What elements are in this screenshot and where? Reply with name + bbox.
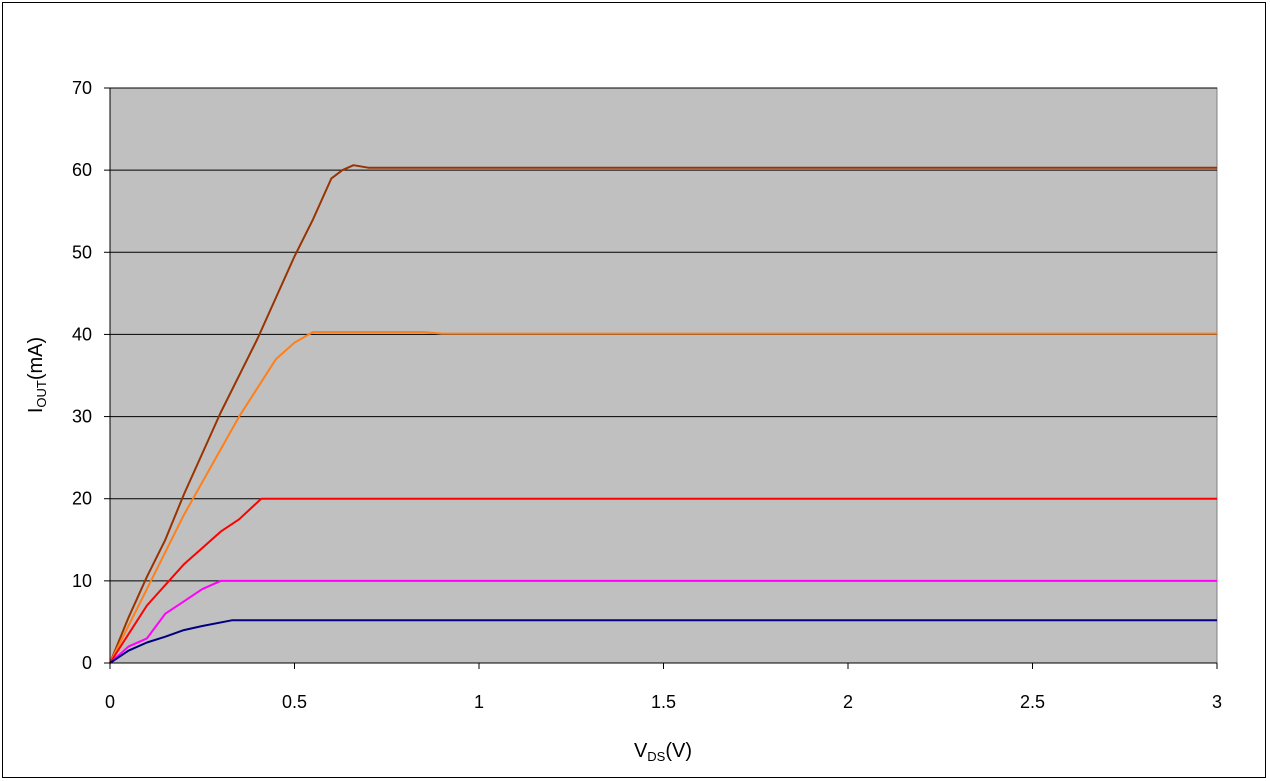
plot-area: [109, 87, 1218, 664]
x-axis-title-main: V: [634, 740, 648, 762]
y-axis-title: IOUT(mA): [25, 337, 49, 413]
y-axis-title-sub: OUT: [34, 380, 49, 408]
y-axis-title-main: I: [25, 408, 47, 414]
series-line-3: [109, 497, 1217, 664]
y-tick-label: 40: [72, 324, 92, 344]
x-tick-label: 2: [843, 692, 853, 712]
x-tick-label: 1.5: [651, 692, 676, 712]
x-tick-labels: 0 0.5 1 1.5 2 2.5 3: [105, 692, 1222, 712]
y-tick-labels: 0 10 20 30 40 50 60 70: [72, 78, 92, 673]
y-tick-label: 10: [72, 571, 92, 591]
x-axis-title-unit: (V): [665, 740, 692, 762]
x-tick-label: 1: [474, 692, 484, 712]
x-tick-label: 2.5: [1020, 692, 1045, 712]
axes: [104, 87, 1218, 669]
series-line-4: [109, 579, 1217, 664]
series-line-1: [109, 164, 1217, 664]
y-axis-title-unit: (mA): [25, 337, 47, 380]
x-tick-label: 3: [1212, 692, 1222, 712]
y-tick-label: 70: [72, 78, 92, 98]
x-tick-label: 0.5: [282, 692, 307, 712]
y-tick-label: 50: [72, 242, 92, 262]
series-line-5: [109, 619, 1217, 664]
x-axis-title-sub: DS: [647, 749, 665, 764]
x-axis-title: VDS(V): [634, 740, 692, 764]
y-tick-label: 0: [82, 653, 92, 673]
y-tick-label: 20: [72, 489, 92, 509]
y-tick-label: 60: [72, 160, 92, 180]
series-line-2: [109, 331, 1217, 664]
x-tick-label: 0: [105, 692, 115, 712]
series-layer: [109, 164, 1217, 664]
y-tick-label: 30: [72, 407, 92, 427]
